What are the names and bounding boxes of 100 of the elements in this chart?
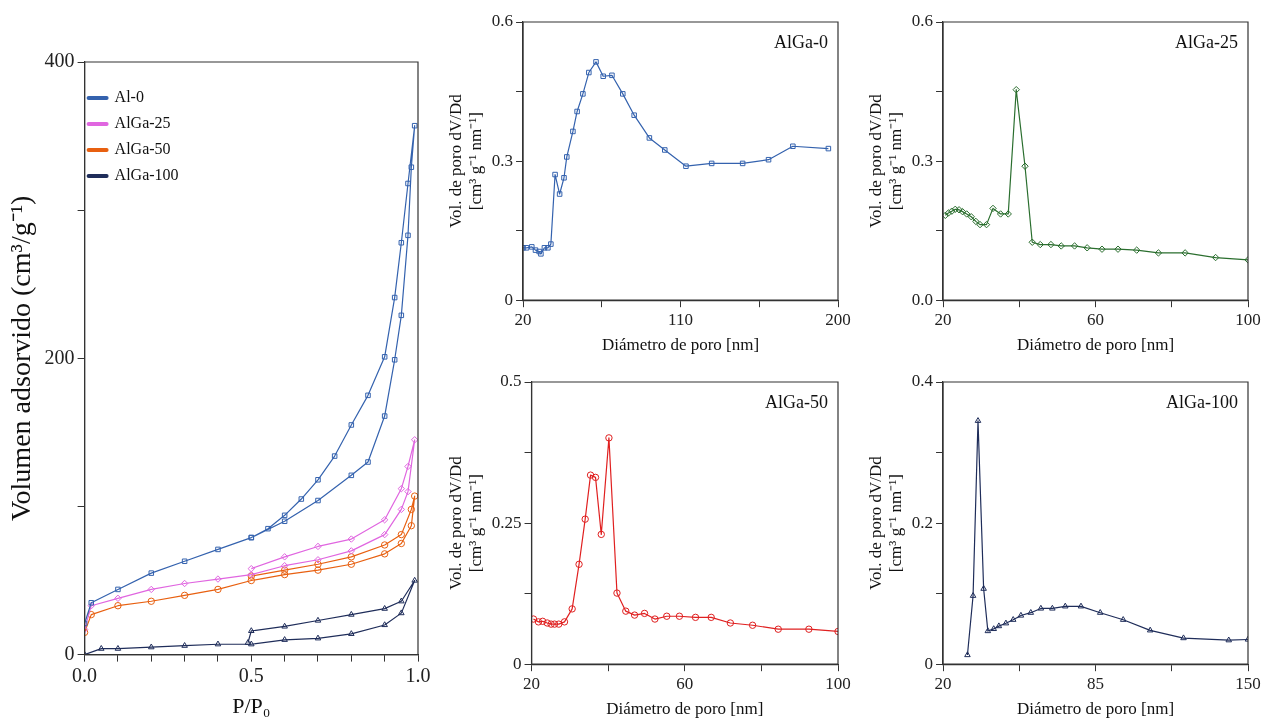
- point: [214, 640, 222, 647]
- point: [1009, 616, 1017, 622]
- y-axis-title: Vol. de poro dV/Dd [cm³ g⁻¹ nm⁻¹]: [865, 93, 906, 228]
- point: [347, 560, 356, 568]
- point: [597, 530, 605, 539]
- x-tick-label: 200: [825, 309, 851, 329]
- x-tick-label: 20: [934, 309, 952, 329]
- point: [365, 459, 371, 465]
- point: [347, 553, 356, 561]
- point: [976, 220, 984, 229]
- point: [407, 505, 416, 514]
- point: [391, 357, 398, 363]
- point: [552, 171, 558, 178]
- y-tick-label: 0: [504, 289, 514, 309]
- point: [147, 597, 155, 605]
- point: [1036, 240, 1044, 249]
- point: [314, 556, 322, 564]
- point: [630, 611, 639, 619]
- y-tick-label: 0.0: [911, 289, 934, 309]
- point: [115, 586, 121, 593]
- point: [348, 472, 355, 479]
- point: [538, 251, 544, 257]
- point: [545, 245, 551, 251]
- x-axis-title: Diámetro de poro [nm]: [1016, 699, 1175, 719]
- point: [1146, 626, 1154, 633]
- point: [805, 625, 813, 633]
- point: [622, 607, 630, 615]
- point: [348, 422, 355, 428]
- point: [575, 560, 583, 568]
- point: [620, 91, 626, 97]
- point: [948, 207, 956, 215]
- point: [331, 453, 338, 459]
- point: [591, 473, 600, 482]
- point: [391, 294, 398, 301]
- x-axis-title: Diámetro de poro [nm]: [606, 699, 764, 719]
- x-axis-title: Diámetro de poro [nm]: [601, 335, 760, 355]
- y-axis-title: Vol. de poro dV/Dd [cm³ g⁻¹ nm⁻¹]: [445, 455, 486, 590]
- point: [967, 213, 975, 221]
- point: [739, 160, 746, 167]
- y-tick-label: 0.25: [491, 512, 522, 532]
- point: [996, 210, 1005, 218]
- point: [397, 539, 406, 548]
- point: [995, 622, 1003, 629]
- y-axis-title: Vol. de poro dV/Dd [cm³ g⁻¹ nm⁻¹]: [865, 455, 906, 590]
- y-tick-label: 0.4: [911, 371, 934, 391]
- point: [408, 164, 415, 170]
- point: [1061, 602, 1069, 609]
- point: [765, 156, 772, 163]
- point: [381, 621, 388, 628]
- point: [980, 585, 987, 591]
- point: [280, 553, 289, 561]
- point: [1132, 246, 1141, 254]
- point: [281, 622, 288, 629]
- point: [663, 612, 671, 620]
- point: [148, 643, 155, 650]
- point: [1077, 602, 1085, 609]
- legend-label: AlGa-100: [114, 166, 179, 184]
- point: [265, 525, 271, 532]
- point: [1098, 245, 1106, 253]
- point: [989, 204, 997, 213]
- point: [114, 594, 122, 602]
- point: [381, 413, 388, 419]
- point: [381, 354, 388, 360]
- point: [380, 530, 389, 539]
- point: [298, 496, 305, 502]
- legend-label: AlGa-25: [114, 114, 171, 132]
- point: [1181, 249, 1189, 257]
- point: [958, 207, 967, 216]
- point: [609, 72, 615, 79]
- point: [1004, 210, 1012, 218]
- y-tick-label: 0.6: [911, 11, 934, 31]
- point: [314, 616, 322, 623]
- point: [397, 505, 406, 514]
- point: [568, 605, 576, 613]
- point: [244, 639, 252, 645]
- point: [247, 576, 255, 585]
- point: [1070, 242, 1079, 250]
- y-tick-label: 0.3: [491, 150, 514, 170]
- point: [411, 122, 418, 129]
- point: [214, 575, 222, 583]
- x-tick-label: 1.0: [405, 663, 431, 686]
- point: [708, 160, 715, 167]
- point: [593, 59, 599, 65]
- point: [543, 619, 551, 627]
- y-tick-label: 400: [44, 49, 75, 72]
- point: [529, 244, 535, 250]
- point: [631, 112, 637, 118]
- x-axis-title: Diámetro de poro [nm]: [1016, 335, 1175, 355]
- point: [381, 604, 388, 611]
- point: [547, 620, 555, 628]
- point: [662, 147, 668, 153]
- y-tick-label: 0.6: [491, 11, 514, 31]
- y-axis-title: Vol. de poro dV/Dd [cm³ g⁻¹ nm⁻¹]: [445, 93, 486, 228]
- point: [726, 619, 735, 627]
- point: [280, 562, 289, 570]
- point: [972, 217, 980, 226]
- point: [280, 566, 289, 574]
- point: [640, 609, 649, 618]
- point: [348, 630, 355, 636]
- point: [404, 462, 412, 471]
